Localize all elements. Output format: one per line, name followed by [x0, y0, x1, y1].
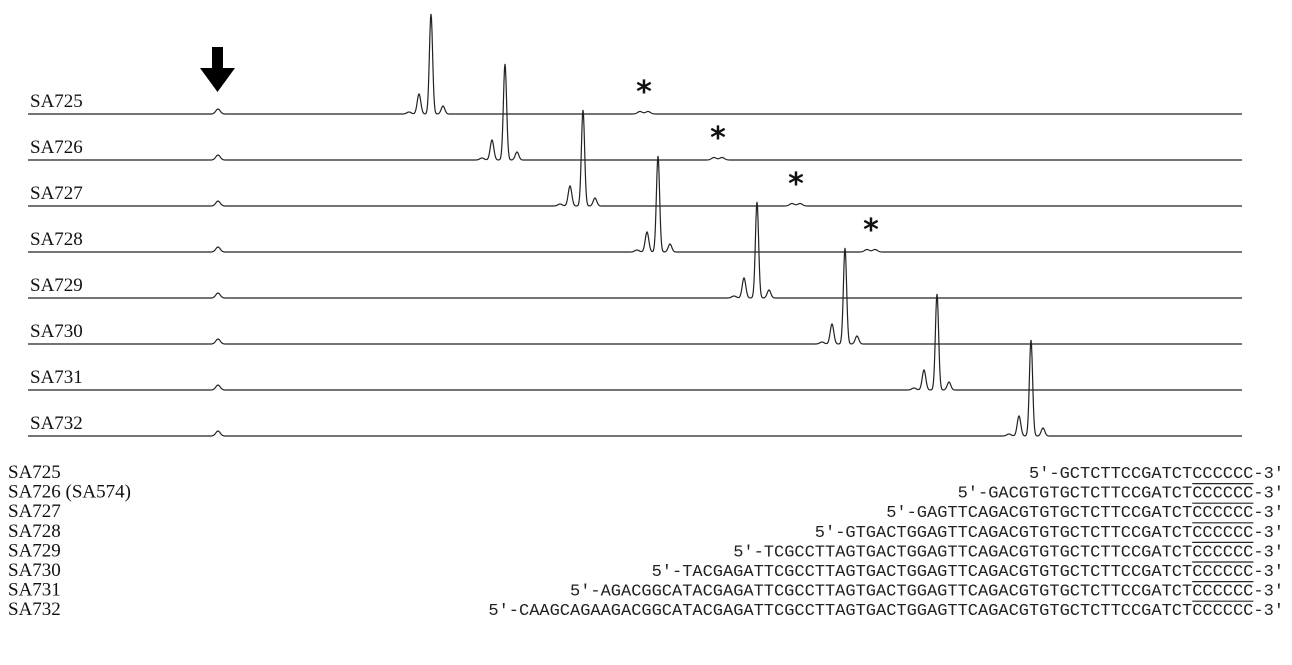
- sequence-text: 5'-GACGTGTGCTCTTCCGATCTCCCCCC-3': [958, 485, 1284, 504]
- trace-row: SA727 *: [28, 109, 1242, 207]
- sequence-body: GTGACTGGAGTTCAGACGTGTGCTCTTCCGATCT: [845, 524, 1192, 543]
- asterisk-marker: *: [636, 75, 652, 110]
- sequence-prefix: 5'-: [570, 583, 601, 602]
- sequence-text: 5'-CAAGCAGAAGACGGCATACGAGATTCGCCTTAGTGAC…: [488, 602, 1284, 621]
- sequence-text: 5'-GAGTTCAGACGTGTGCTCTTCCGATCTCCCCCC-3': [886, 504, 1284, 523]
- trace-label: SA728: [30, 229, 83, 250]
- trace-line: [28, 13, 1242, 115]
- asterisk-marker: *: [863, 213, 879, 248]
- sequence-tail: CCCCCC: [1192, 563, 1253, 582]
- sequence-tail: CCCCCC: [1192, 583, 1253, 602]
- sequence-suffix: -3': [1253, 465, 1284, 484]
- sequence-label: SA725: [8, 462, 61, 483]
- sequence-row: SA728 5'-GTGACTGGAGTTCAGACGTGTGCTCTTCCGAT…: [8, 521, 1284, 543]
- trace-line: [28, 109, 1242, 207]
- trace-label: SA725: [30, 91, 83, 112]
- sequence-body: AGACGGCATACGAGATTCGCCTTAGTGACTGGAGTTCAGA…: [601, 583, 1193, 602]
- sequence-row: SA727 5'-GAGTTCAGACGTGTGCTCTTCCGATCTCCCCC…: [8, 501, 1284, 523]
- sequence-suffix: -3': [1253, 485, 1284, 504]
- trace-line: [28, 339, 1242, 437]
- sequence-suffix: -3': [1253, 583, 1284, 602]
- sequence-body: GACGTGTGCTCTTCCGATCT: [988, 485, 1192, 504]
- sequence-row: SA730 5'-TACGAGATTCGCCTTAGTGACTGGAGTTCAGA…: [8, 560, 1284, 582]
- trace-line: [28, 201, 1242, 299]
- sequence-suffix: -3': [1253, 563, 1284, 582]
- sequence-suffix: -3': [1253, 602, 1284, 621]
- sequence-label: SA731: [8, 580, 61, 601]
- sequence-text: 5'-GTGACTGGAGTTCAGACGTGTGCTCTTCCGATCTCCC…: [815, 524, 1284, 543]
- sequence-row: SA731 5'-AGACGGCATACGAGATTCGCCTTAGTGACTGG…: [8, 580, 1284, 602]
- sequence-text: 5'-TCGCCTTAGTGACTGGAGTTCAGACGTGTGCTCTTCC…: [733, 543, 1284, 562]
- traces-layer: SA725 * SA726 * SA727 * SA728 * SA729 SA730 SA731 S…: [28, 13, 1242, 437]
- trace-label: SA730: [30, 321, 83, 342]
- sequence-prefix: 5'-: [815, 524, 846, 543]
- trace-line: [28, 155, 1242, 253]
- sequence-text: 5'-AGACGGCATACGAGATTCGCCTTAGTGACTGGAGTTC…: [570, 583, 1284, 602]
- trace-row: SA732: [28, 339, 1242, 437]
- trace-label: SA731: [30, 367, 83, 388]
- sequence-prefix: 5'-: [733, 543, 764, 562]
- sequence-tail: CCCCCC: [1192, 465, 1253, 484]
- sequences-layer: SA725 5'-GCTCTTCCGATCTCCCCCC-3'SA726 (SA5…: [8, 462, 1284, 621]
- asterisk-marker: *: [788, 167, 804, 202]
- sequence-body: CAAGCAGAAGACGGCATACGAGATTCGCCTTAGTGACTGG…: [519, 602, 1192, 621]
- trace-row: SA728 *: [28, 155, 1242, 253]
- trace-label: SA732: [30, 413, 83, 434]
- sequence-prefix: 5'-: [886, 504, 917, 523]
- sequence-body: TCGCCTTAGTGACTGGAGTTCAGACGTGTGCTCTTCCGAT…: [764, 543, 1192, 562]
- sequence-label: SA728: [8, 521, 61, 542]
- sequence-tail: CCCCCC: [1192, 543, 1253, 562]
- sequence-label: SA727: [8, 501, 61, 522]
- sequence-tail: CCCCCC: [1192, 602, 1253, 621]
- sequence-label: SA729: [8, 540, 61, 561]
- trace-row: SA726 *: [28, 63, 1242, 161]
- trace-label: SA729: [30, 275, 83, 296]
- down-arrow-icon: [200, 47, 235, 92]
- sequence-body: GCTCTTCCGATCT: [1060, 465, 1193, 484]
- sequence-tail: CCCCCC: [1192, 504, 1253, 523]
- sequence-row: SA729 5'-TCGCCTTAGTGACTGGAGTTCAGACGTGTGCT…: [8, 540, 1284, 562]
- sequence-suffix: -3': [1253, 504, 1284, 523]
- trace-row: SA730: [28, 247, 1242, 345]
- sequence-body: TACGAGATTCGCCTTAGTGACTGGAGTTCAGACGTGTGCT…: [682, 563, 1192, 582]
- trace-label: SA727: [30, 183, 83, 204]
- trace-row: SA725 *: [28, 13, 1242, 115]
- sequence-tail: CCCCCC: [1192, 524, 1253, 543]
- sequence-tail: CCCCCC: [1192, 485, 1253, 504]
- sequence-row: SA726 (SA574) 5'-GACGTGTGCTCTTCCGATCTCCCC…: [8, 482, 1284, 504]
- sequence-prefix: 5'-: [958, 485, 989, 504]
- sequence-prefix: 5'-: [1029, 465, 1060, 484]
- sequence-body: GAGTTCAGACGTGTGCTCTTCCGATCT: [917, 504, 1192, 523]
- sequence-suffix: -3': [1253, 524, 1284, 543]
- trace-line: [28, 293, 1242, 391]
- sequence-text: 5'-TACGAGATTCGCCTTAGTGACTGGAGTTCAGACGTGT…: [652, 563, 1284, 582]
- sequence-prefix: 5'-: [488, 602, 519, 621]
- sequence-suffix: -3': [1253, 543, 1284, 562]
- asterisk-marker: *: [710, 121, 726, 156]
- sequence-row: SA732 5'-CAAGCAGAAGACGGCATACGAGATTCGCCTTA…: [8, 599, 1284, 621]
- trace-label: SA726: [30, 137, 83, 158]
- sequence-label: SA732: [8, 599, 61, 620]
- trace-row: SA729: [28, 201, 1242, 299]
- trace-line: [28, 247, 1242, 345]
- sequence-label: SA726 (SA574): [8, 482, 131, 503]
- sequence-row: SA725 5'-GCTCTTCCGATCTCCCCCC-3': [8, 462, 1284, 484]
- sequence-label: SA730: [8, 560, 61, 581]
- sequence-prefix: 5'-: [652, 563, 683, 582]
- sequence-text: 5'-GCTCTTCCGATCTCCCCCC-3': [1029, 465, 1284, 484]
- trace-line: [28, 63, 1242, 161]
- trace-row: SA731: [28, 293, 1242, 391]
